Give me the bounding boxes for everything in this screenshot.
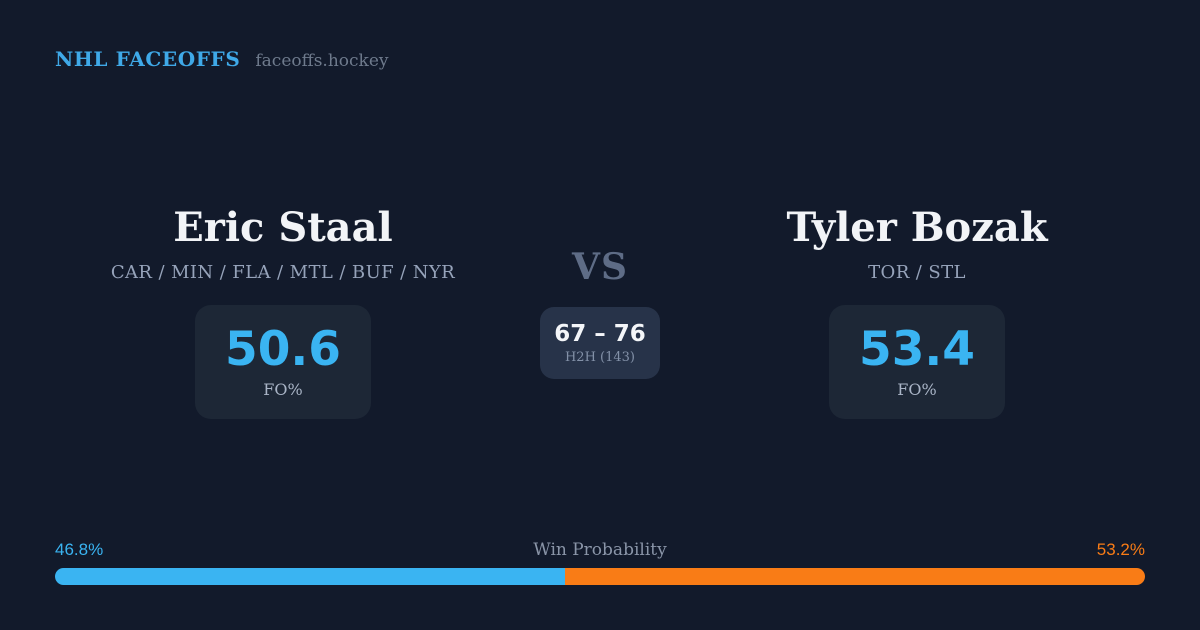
- h2h-card: 67 – 76 H2H (143): [540, 307, 660, 379]
- site-domain: faceoffs.hockey: [255, 51, 389, 71]
- header: NHL FACEOFFS faceoffs.hockey: [55, 47, 389, 71]
- brand-title: NHL FACEOFFS: [55, 47, 241, 71]
- win-probability-right-value: 53.2%: [1096, 540, 1145, 559]
- player-right-fo-label: FO%: [897, 380, 937, 399]
- h2h-label: H2H (143): [564, 350, 636, 365]
- player-left-name: Eric Staal: [173, 204, 393, 251]
- win-probability-title: Win Probability: [533, 540, 667, 560]
- player-right-column: Tyler Bozak TOR / STL 53.4 FO%: [727, 205, 1107, 419]
- win-probability-labels: 46.8% Win Probability 53.2%: [55, 540, 1145, 562]
- win-bar-right: [565, 568, 1145, 585]
- vs-label: VS: [572, 246, 628, 288]
- player-right-teams: TOR / STL: [868, 262, 966, 283]
- player-right-fo-pct: 53.4: [859, 322, 975, 377]
- player-left-column: Eric Staal CAR / MIN / FLA / MTL / BUF /…: [93, 205, 473, 419]
- player-left-teams: CAR / MIN / FLA / MTL / BUF / NYR: [110, 262, 456, 283]
- player-left-stat-card: 50.6 FO%: [195, 305, 371, 419]
- win-probability-bar: [55, 568, 1145, 585]
- player-right-name: Tyler Bozak: [786, 204, 1048, 251]
- player-left-fo-label: FO%: [263, 380, 303, 399]
- player-right-stat-card: 53.4 FO%: [829, 305, 1005, 419]
- player-left-fo-pct: 50.6: [225, 322, 341, 377]
- win-probability-left-value: 46.8%: [55, 540, 104, 559]
- center-column: VS 67 – 76 H2H (143): [490, 205, 710, 379]
- win-bar-left: [55, 568, 566, 585]
- h2h-score: 67 – 76: [554, 321, 646, 347]
